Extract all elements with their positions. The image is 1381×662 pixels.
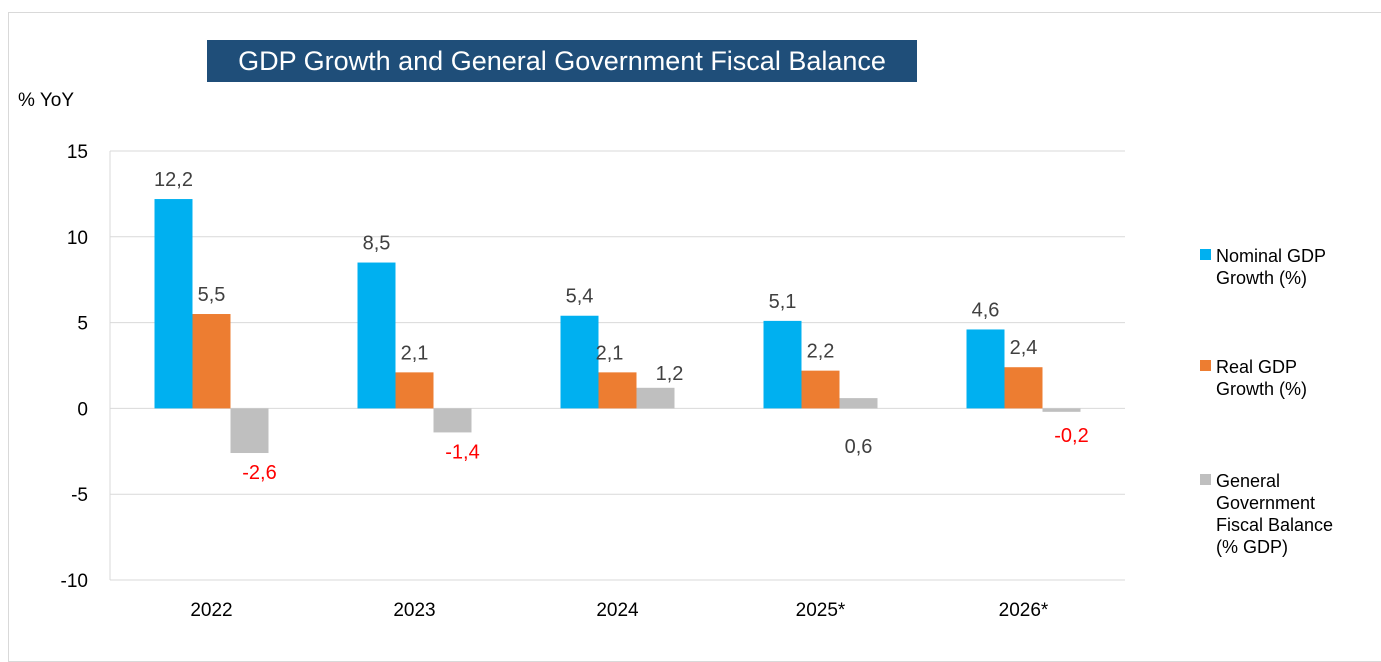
legend-label-real-gdp: Real GDP Growth (%): [1216, 357, 1308, 399]
data-label: 5,1: [769, 291, 797, 313]
x-tick-label: 2022: [190, 600, 232, 621]
legend-label-fiscal-balance: General Government Fiscal Balance (% GDP…: [1216, 471, 1334, 557]
bar: [839, 398, 878, 409]
data-label: 1,2: [656, 363, 684, 385]
data-label: -0,2: [1054, 425, 1088, 447]
y-tick-label: 15: [67, 142, 88, 163]
legend-swatch-fiscal-balance: [1200, 474, 1211, 485]
bar: [154, 199, 193, 409]
data-label: -2,6: [242, 462, 276, 484]
bar: [763, 320, 802, 409]
data-label: 5,5: [198, 284, 226, 306]
bar: [357, 262, 396, 409]
y-tick-label: -10: [61, 571, 88, 592]
x-tick-label: 2024: [596, 600, 639, 621]
y-tick-label: -5: [71, 485, 88, 506]
y-tick-label: 0: [77, 399, 88, 420]
x-tick-label: 2025*: [796, 600, 846, 621]
data-label: 2,2: [807, 341, 835, 363]
bar: [1042, 408, 1081, 412]
x-tick-label: 2023: [393, 600, 435, 621]
bar: [1004, 367, 1043, 409]
y-axis-unit-label: % YoY: [18, 90, 74, 111]
chart-title: GDP Growth and General Government Fiscal…: [207, 40, 917, 82]
bar: [598, 372, 637, 409]
legend-label-nominal-gdp: Nominal GDP Growth (%): [1216, 246, 1327, 288]
bar: [433, 408, 472, 433]
bar: [801, 370, 840, 409]
data-label: 2,4: [1010, 337, 1038, 359]
data-label: 2,1: [596, 342, 624, 364]
bar: [560, 315, 599, 409]
data-label: -1,4: [445, 441, 479, 463]
data-label: 2,1: [401, 342, 429, 364]
legend-swatch-real-gdp: [1200, 360, 1211, 371]
data-label: 8,5: [363, 233, 391, 255]
data-label: 4,6: [972, 299, 1000, 321]
legend-swatch-nominal-gdp: [1200, 249, 1211, 260]
data-label: 5,4: [566, 286, 594, 308]
data-label: 12,2: [154, 169, 193, 191]
data-label: 0,6: [845, 436, 873, 458]
x-tick-label: 2026*: [999, 600, 1049, 621]
bar: [192, 314, 231, 409]
y-tick-label: 10: [67, 228, 88, 249]
bar: [966, 329, 1005, 409]
bar: [636, 387, 675, 409]
bar: [395, 372, 434, 409]
y-tick-label: 5: [77, 314, 88, 335]
bar: [230, 408, 269, 454]
